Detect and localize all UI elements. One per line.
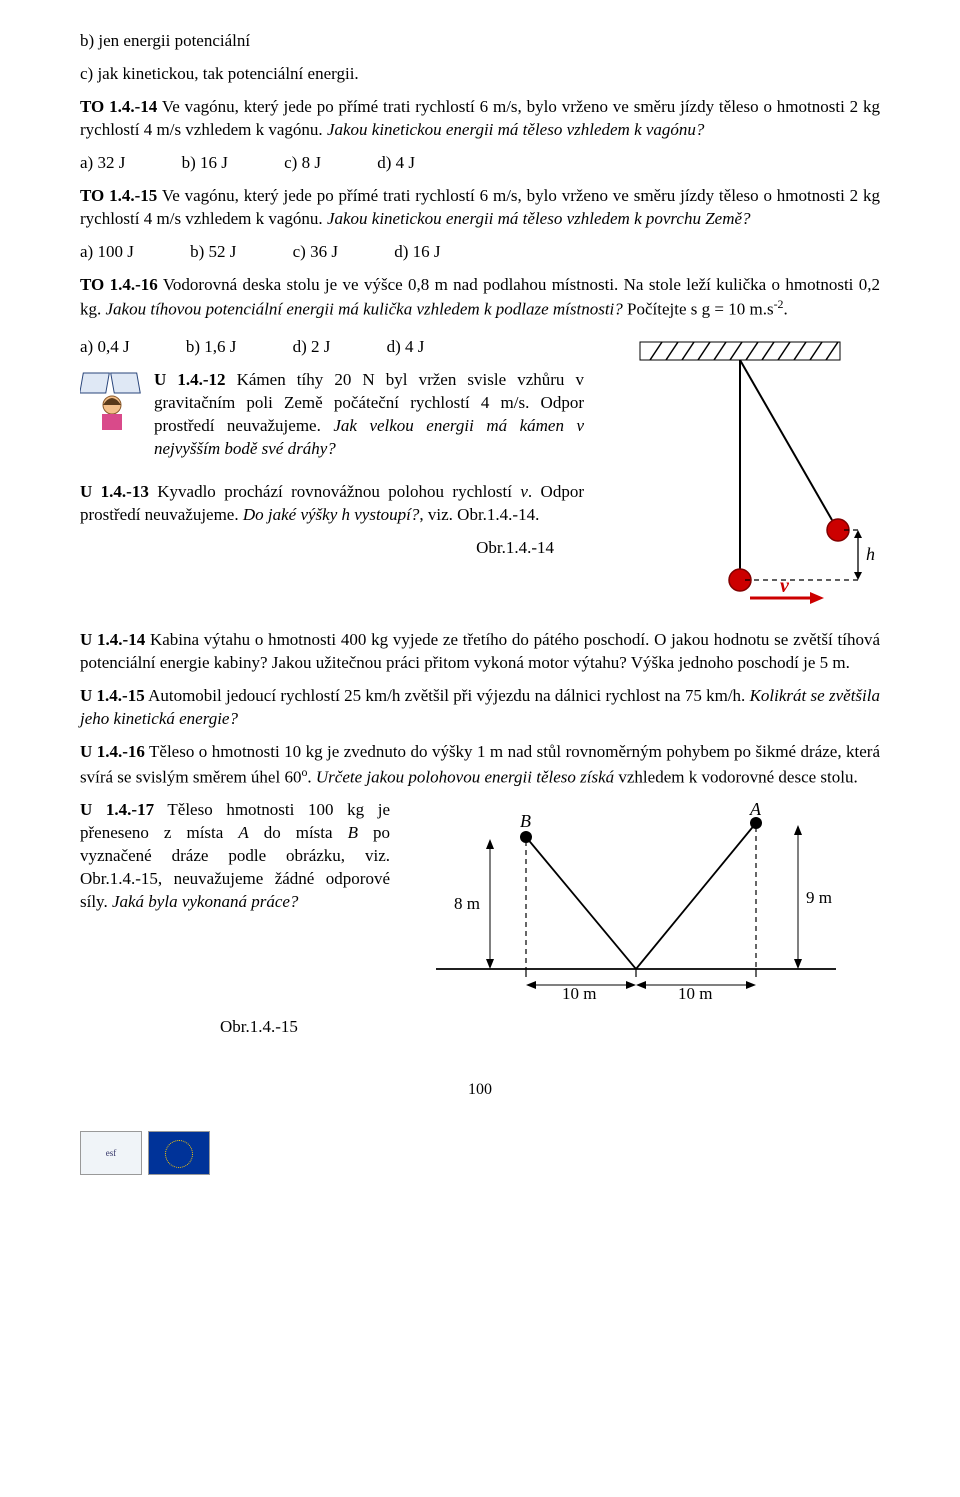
label-h: h [866, 544, 875, 564]
label-8m: 8 m [454, 894, 480, 913]
figure-pendulum: h v [600, 332, 880, 619]
opt-b: b) 16 J [182, 152, 228, 175]
exp: -2 [774, 297, 784, 311]
opt-d: d) 4 J [387, 336, 425, 359]
option-b: b) jen energii potenciální [80, 30, 880, 53]
question-1-4-15: TO 1.4.-15 Ve vagónu, který jede po přím… [80, 185, 880, 231]
footer-logos: esf [80, 1131, 880, 1175]
dot: . [783, 300, 787, 319]
exercise-u-1-4-15: U 1.4.-15 Automobil jedoucí rychlostí 25… [80, 685, 880, 731]
label-10m-b: 10 m [678, 984, 712, 999]
exercise-u-1-4-14: U 1.4.-14 Kabina výtahu o hmotnosti 400 … [80, 629, 880, 675]
label-u-1-4-15: U 1.4.-15 [80, 686, 145, 705]
student-icon [80, 369, 144, 433]
label-v: v [780, 575, 790, 597]
exercise-u-1-4-17: U 1.4.-17 Těleso hmotnosti 100 kg je pře… [80, 799, 390, 914]
text-tail: vzhledem k vodorovné desce stolu. [614, 767, 858, 786]
exercise-u-1-4-12: U 1.4.-12 Kámen tíhy 20 N byl vržen svis… [154, 369, 584, 461]
tail: , viz. Obr.1.4.-14. [419, 505, 539, 524]
label-u-1-4-14: U 1.4.-14 [80, 630, 145, 649]
page-number: 100 [80, 1079, 880, 1101]
text-italic: Jakou kinetickou energii má těleso vzhle… [327, 209, 751, 228]
label-to-1-4-15: TO 1.4.-15 [80, 186, 157, 205]
options-1-4-15: a) 100 J b) 52 J c) 36 J d) 16 J [80, 241, 880, 264]
text-italic: Jakou kinetickou energii má těleso vzhle… [327, 120, 705, 139]
v-var: v [520, 482, 528, 501]
figure-caption-1-4-14: Obr.1.4.-14 [80, 537, 584, 560]
label-u-1-4-16: U 1.4.-16 [80, 742, 145, 761]
label-B: B [520, 811, 531, 831]
opt-c: d) 2 J [293, 336, 331, 359]
opt-d: d) 4 J [377, 152, 415, 175]
text2: . [307, 767, 316, 786]
exercise-u-1-4-16: U 1.4.-16 Těleso o hmotnosti 10 kg je zv… [80, 741, 880, 790]
option-c: c) jak kinetickou, tak potenciální energ… [80, 63, 880, 86]
text-italic: Jaká byla vykonaná práce? [112, 892, 298, 911]
text: Kyvadlo prochází rovnovážnou polohou ryc… [149, 482, 520, 501]
text: Kabina výtahu o hmotnosti 400 kg vyjede … [80, 630, 880, 672]
label-A: A [749, 799, 762, 819]
opt-a: a) 0,4 J [80, 336, 130, 359]
opt-c: c) 36 J [293, 241, 338, 264]
opt-a: a) 32 J [80, 152, 125, 175]
var-B: B [348, 823, 358, 842]
question-1-4-14: TO 1.4.-14 Ve vagónu, který jede po přím… [80, 96, 880, 142]
label-to-1-4-14: TO 1.4.-14 [80, 97, 157, 116]
options-1-4-16: a) 0,4 J b) 1,6 J d) 2 J d) 4 J [80, 336, 584, 359]
text-italic: Určete jakou polohovou energii těleso zí… [316, 767, 614, 786]
figure-path-ab: B A 8 m 9 m [406, 799, 866, 1006]
opt-c: c) 8 J [284, 152, 321, 175]
figure-caption-1-4-15: Obr.1.4.-15 [80, 1016, 880, 1039]
label-to-1-4-16: TO 1.4.-16 [80, 275, 158, 294]
opt-a: a) 100 J [80, 241, 134, 264]
label-u-1-4-17: U 1.4.-17 [80, 800, 154, 819]
esf-logo: esf [80, 1131, 142, 1175]
label-10m-a: 10 m [562, 984, 596, 999]
label-9m: 9 m [806, 888, 832, 907]
options-1-4-14: a) 32 J b) 16 J c) 8 J d) 4 J [80, 152, 880, 175]
text: Automobil jedoucí rychlostí 25 km/h zvět… [145, 686, 750, 705]
text-tail: Počítejte s g = 10 m.s [623, 300, 774, 319]
text2: do místa [249, 823, 348, 842]
question-1-4-16: TO 1.4.-16 Vodorovná deska stolu je ve v… [80, 274, 880, 323]
opt-b: b) 52 J [190, 241, 236, 264]
text-italic: Do jaké výšky h vystoupí? [243, 505, 420, 524]
label-u-1-4-13: U 1.4.-13 [80, 482, 149, 501]
label-u-1-4-12: U 1.4.-12 [154, 370, 226, 389]
opt-d: d) 16 J [394, 241, 440, 264]
exercise-u-1-4-13: U 1.4.-13 Kyvadlo prochází rovnovážnou p… [80, 481, 584, 527]
var-A: A [238, 823, 248, 842]
text-italic: Jakou tíhovou potenciální energii má kul… [106, 300, 623, 319]
eu-flag-icon [148, 1131, 210, 1175]
opt-b: b) 1,6 J [186, 336, 237, 359]
